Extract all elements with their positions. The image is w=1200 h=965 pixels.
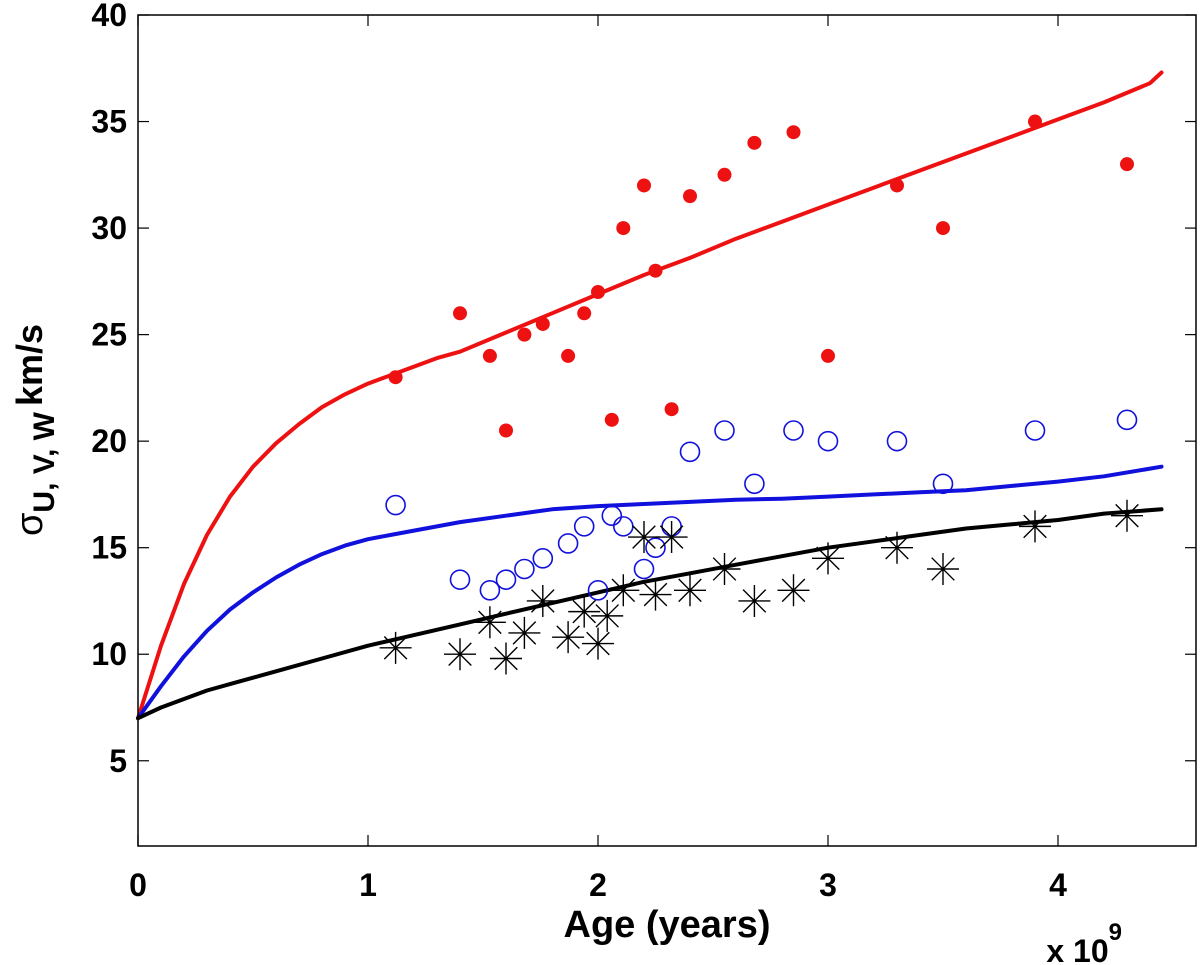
marker-s0-19	[890, 178, 904, 193]
marker-s2-2	[473, 606, 506, 639]
x-tick-label-1: 1	[359, 867, 377, 903]
axis-ticks	[137, 14, 1196, 846]
marker-s0-5	[535, 316, 550, 331]
marker-s1-21	[1024, 420, 1046, 441]
tick-labels: 0 1 2 3 4 5 10 15 20 25 30 35 40	[91, 0, 1067, 903]
marker-s1-5	[532, 548, 554, 569]
marker-s1-6	[557, 533, 579, 554]
marker-s0-3	[499, 423, 513, 438]
marker-s0-20	[936, 221, 950, 236]
marker-s2-14	[674, 574, 706, 607]
marker-s1-9	[601, 505, 623, 527]
fit-curve-1	[136, 464, 1164, 721]
y-tick-label-6: 35	[91, 104, 127, 140]
y-axis-sigma: σ	[9, 513, 51, 536]
marker-s0-17	[786, 125, 801, 140]
y-tick-label-4: 25	[91, 317, 127, 353]
marker-s0-6	[561, 348, 576, 363]
marker-s2-5	[526, 584, 559, 617]
marker-s1-22	[1116, 409, 1138, 431]
x-multiplier-exponent: 9	[1109, 919, 1122, 946]
marker-s0-7	[577, 306, 592, 321]
marker-s2-4	[508, 616, 541, 649]
marker-s0-8	[591, 285, 605, 299]
marker-s2-12	[639, 578, 672, 611]
marker-s2-11	[628, 521, 660, 554]
marker-s0-14	[683, 189, 697, 204]
marker-s0-22	[1120, 157, 1134, 172]
marker-s2-20	[927, 553, 959, 585]
marker-s2-19	[881, 531, 913, 564]
marker-s2-1	[444, 638, 476, 671]
marker-s1-18	[817, 430, 839, 452]
marker-s2-0	[379, 631, 412, 664]
y-tick-label-2: 15	[91, 530, 127, 566]
marker-s2-22	[1111, 499, 1143, 532]
marker-s2-16	[738, 584, 771, 617]
marker-s1-12	[645, 537, 666, 558]
marker-s2-6	[552, 621, 585, 654]
x-axis-title: Age (years)	[564, 904, 771, 946]
marker-s1-3	[495, 569, 517, 590]
marker-s0-21	[1028, 114, 1042, 129]
plot-background	[138, 15, 1196, 846]
marker-s1-2	[479, 580, 501, 601]
marker-s0-10	[616, 221, 631, 236]
y-axis-subscript: U, V, W	[28, 411, 61, 512]
marker-s1-19	[886, 430, 908, 452]
svg-text:σU, V, Wkm/s: σU, V, W km/s	[9, 324, 61, 536]
marker-s1-15	[714, 420, 735, 441]
marker-s2-10	[607, 574, 640, 607]
marker-s1-1	[449, 569, 471, 590]
fit-curves	[136, 70, 1164, 721]
x-tick-label-4: 4	[1049, 867, 1067, 903]
x-tick-label-0: 0	[129, 867, 147, 903]
marker-s1-17	[783, 420, 804, 441]
marker-s0-4	[517, 327, 532, 342]
marker-s1-14	[679, 441, 701, 463]
marker-s0-2	[482, 348, 497, 363]
plot-frame	[137, 14, 1197, 847]
marker-s0-11	[637, 178, 651, 193]
marker-s0-0	[388, 370, 403, 385]
marker-s2-7	[568, 595, 601, 628]
y-tick-label-7: 40	[91, 0, 127, 33]
marker-s2-9	[591, 599, 624, 632]
fit-curve-2	[136, 507, 1164, 721]
marker-s0-1	[453, 306, 467, 321]
x-multiplier-base: x 10	[1046, 933, 1108, 965]
y-tick-label-5: 30	[91, 210, 127, 246]
marker-s0-18	[821, 348, 835, 363]
data-markers	[379, 114, 1143, 675]
marker-s0-9	[604, 412, 619, 427]
marker-s1-4	[514, 558, 535, 580]
marker-s1-7	[573, 516, 595, 537]
marker-s2-15	[708, 553, 741, 585]
marker-s2-17	[777, 574, 810, 607]
fit-curve-0	[136, 70, 1164, 721]
marker-s1-20	[932, 473, 954, 495]
marker-s1-16	[744, 473, 765, 495]
x-tick-label-3: 3	[819, 867, 837, 903]
marker-s0-16	[747, 135, 762, 150]
marker-s0-12	[648, 263, 663, 278]
marker-s2-18	[812, 542, 844, 575]
x-tick-label-2: 2	[589, 867, 607, 903]
x-axis-multiplier: x 109	[1046, 919, 1122, 965]
y-axis-title: σU, V, W km/s	[9, 324, 61, 536]
y-tick-label-3: 20	[91, 423, 127, 459]
y-tick-label-0: 5	[109, 743, 127, 779]
marker-s0-15	[717, 167, 732, 182]
y-axis-units: km/s	[9, 324, 50, 406]
y-tick-label-1: 10	[91, 636, 127, 672]
marker-s0-13	[664, 402, 679, 417]
marker-s1-0	[385, 494, 406, 516]
marker-s1-11	[633, 558, 655, 580]
marker-s2-21	[1019, 510, 1051, 543]
marker-s2-8	[582, 627, 614, 660]
marker-s2-3	[490, 642, 522, 675]
marker-s2-13	[655, 521, 688, 554]
